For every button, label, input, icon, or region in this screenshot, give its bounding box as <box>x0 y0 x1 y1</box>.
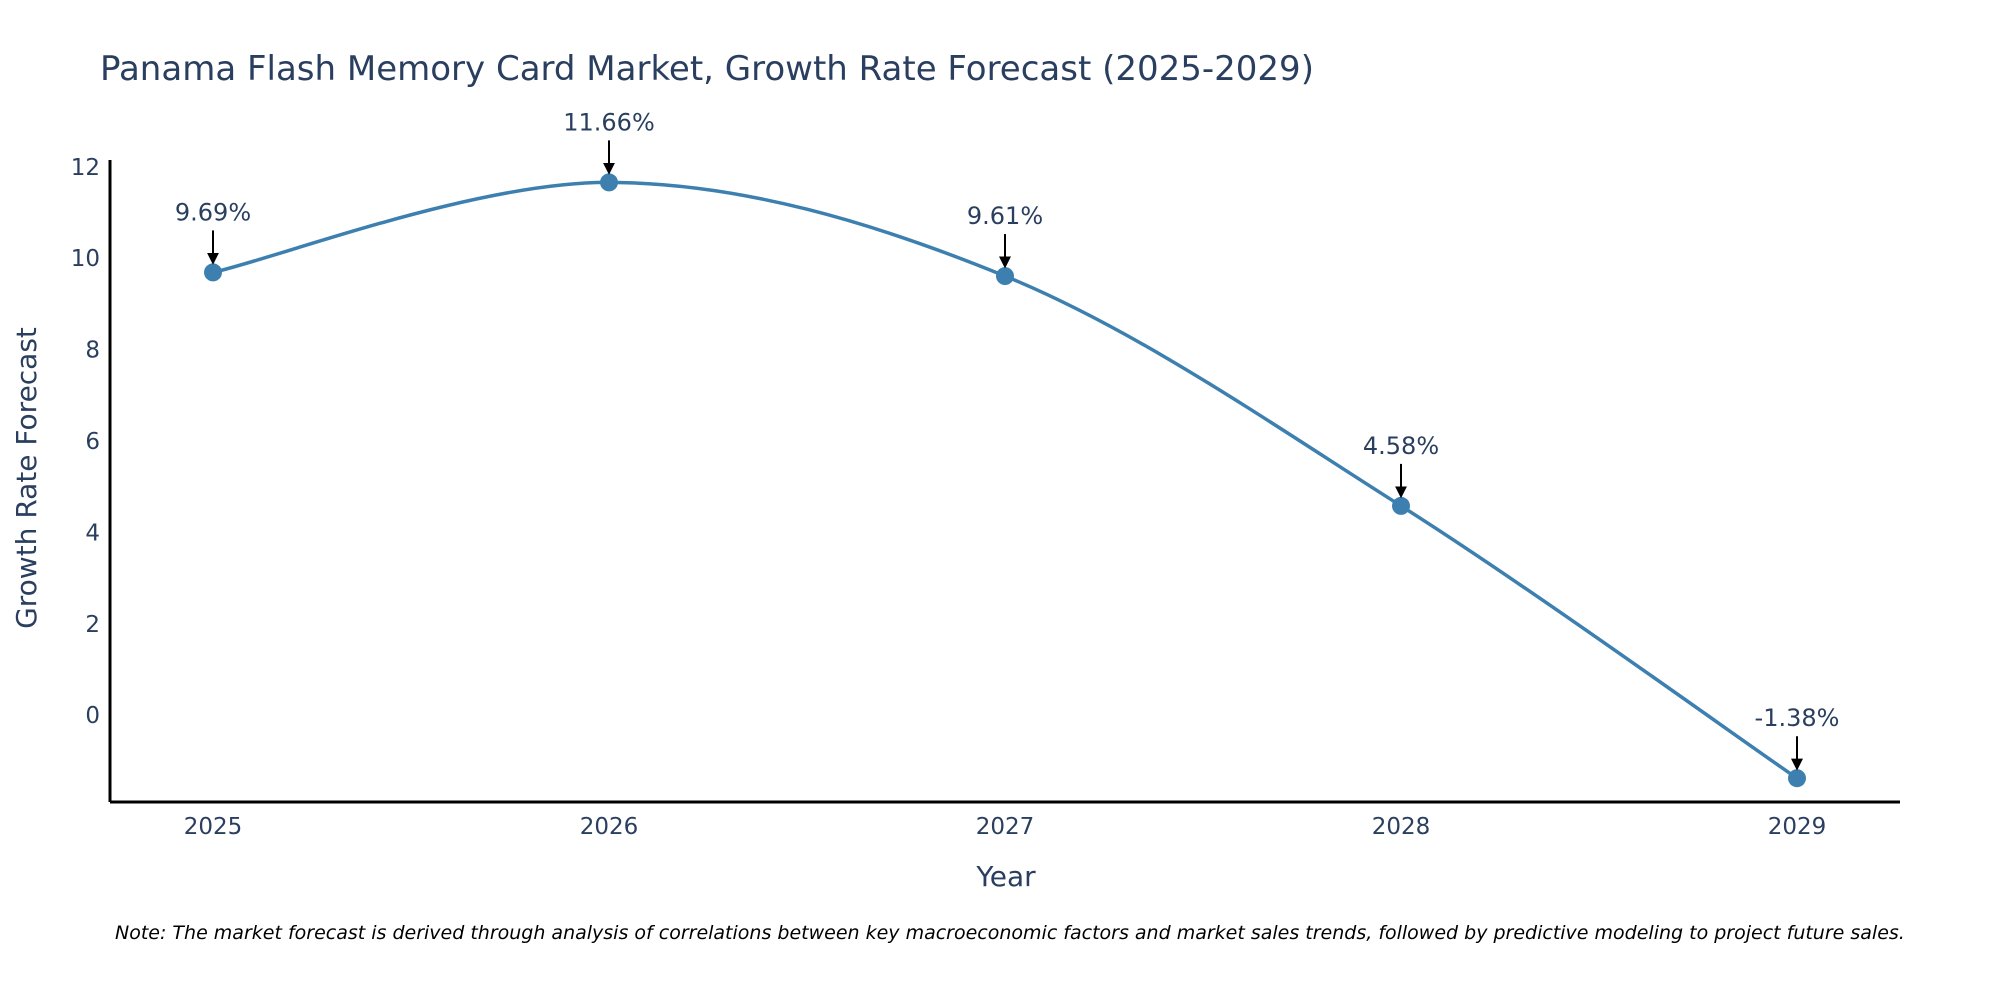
footnote: Note: The market forecast is derived thr… <box>115 922 1905 944</box>
data-label: 9.69% <box>175 198 251 226</box>
x-axis-title: Year <box>975 860 1036 893</box>
y-tick-label: 6 <box>85 429 100 455</box>
y-tick-label: 8 <box>85 338 100 364</box>
plot-area: 0 2 4 6 8 10 12 2025 2026 2027 2028 2029 9.69% 11.66%… <box>71 108 1900 840</box>
data-label: -1.38% <box>1755 704 1840 732</box>
data-point <box>600 173 618 192</box>
x-tick-label: 2028 <box>1372 814 1431 840</box>
data-point <box>204 263 222 282</box>
chart-title: Panama Flash Memory Card Market, Growth … <box>100 49 1314 89</box>
data-point <box>1392 496 1410 515</box>
y-tick-label: 0 <box>85 703 100 729</box>
y-tick-label: 2 <box>85 612 100 638</box>
y-tick-label: 10 <box>71 246 100 272</box>
data-point <box>996 267 1014 286</box>
data-label: 11.66% <box>563 108 655 136</box>
data-point <box>1788 769 1806 788</box>
data-label: 4.58% <box>1363 432 1439 460</box>
data-label: 9.61% <box>967 202 1043 230</box>
y-axis-title: Growth Rate Forecast <box>10 327 43 629</box>
y-tick-label: 12 <box>71 155 100 181</box>
x-tick-label: 2026 <box>580 814 639 840</box>
y-tick-label: 4 <box>85 520 100 546</box>
x-tick-label: 2027 <box>976 814 1035 840</box>
x-tick-label: 2025 <box>184 814 243 840</box>
x-tick-label: 2029 <box>1768 814 1827 840</box>
